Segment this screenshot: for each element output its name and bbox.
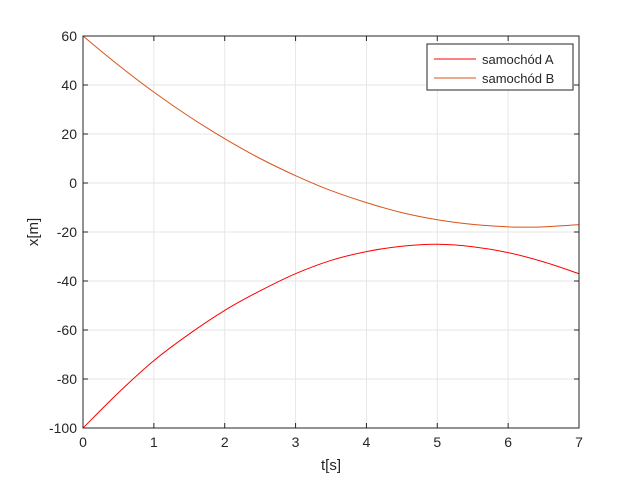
y-axis-label: x[m] bbox=[25, 218, 42, 246]
x-tick-label: 2 bbox=[221, 434, 229, 450]
series-line-samochod-b bbox=[82, 35, 580, 228]
x-tick-label: 5 bbox=[433, 434, 441, 450]
y-tick-label: 60 bbox=[61, 28, 77, 44]
x-axis-label: t[s] bbox=[321, 457, 341, 474]
x-tick-label: 3 bbox=[292, 434, 300, 450]
y-tick-label: -80 bbox=[57, 371, 77, 387]
legend-label-samochod-a: samochód A bbox=[482, 52, 554, 67]
y-tick-label: -100 bbox=[49, 420, 77, 436]
x-tick-label: 4 bbox=[363, 434, 371, 450]
x-tick-label: 1 bbox=[150, 434, 158, 450]
y-tick-label: -60 bbox=[57, 322, 77, 338]
ticks: 0 1 2 3 4 5 6 7 -100 -80 -60 -40 -20 0 20 40 60 bbox=[49, 28, 583, 450]
y-tick-label: 20 bbox=[61, 126, 77, 142]
x-tick-label: 0 bbox=[79, 434, 87, 450]
series-line-samochod-a bbox=[82, 243, 580, 429]
series-layer bbox=[82, 35, 580, 429]
y-tick-label: -20 bbox=[57, 224, 77, 240]
x-tick-label: 6 bbox=[504, 434, 512, 450]
legend: samochód A samochód B bbox=[426, 43, 574, 91]
y-tick-label: 0 bbox=[69, 175, 77, 191]
y-tick-label: 40 bbox=[61, 77, 77, 93]
x-tick-label: 7 bbox=[575, 434, 583, 450]
y-tick-label: -40 bbox=[57, 273, 77, 289]
legend-label-samochod-b: samochód B bbox=[482, 71, 554, 86]
legend-box bbox=[426, 43, 574, 91]
